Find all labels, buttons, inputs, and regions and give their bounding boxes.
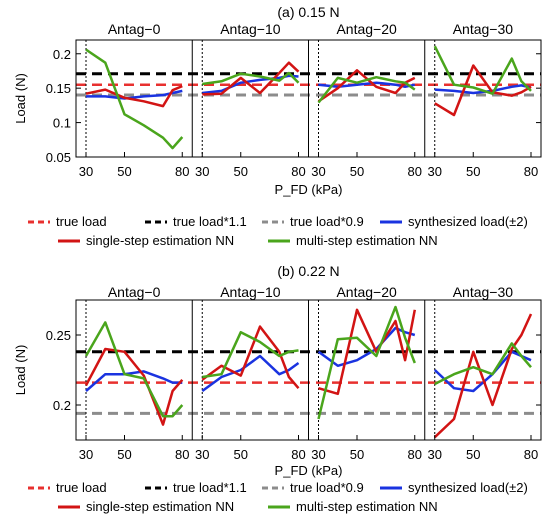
x-tick-label: 50	[350, 447, 364, 462]
panel-antag-20: Antag−20 30 50 80	[308, 21, 422, 179]
y-tick-label: 0.1	[53, 116, 71, 131]
panel-antag-10: Antag−10 30 50 80	[191, 284, 306, 462]
series-line-single	[85, 84, 183, 108]
x-tick-label: 30	[195, 164, 209, 179]
panel-antag-30: Antag−30 30 50 80	[424, 21, 538, 179]
panel-antag-20: Antag−20 30 50 80	[308, 284, 422, 462]
x-axis-label: P_FD (kPa)	[275, 463, 343, 478]
x-tick-label: 80	[408, 447, 422, 462]
x-tick-label: 80	[524, 164, 538, 179]
panel-label: Antag−30	[453, 284, 514, 300]
x-tick-label: 80	[175, 164, 189, 179]
panel-antag-30: Antag−30 30 50 80	[424, 284, 538, 462]
panel-label: Antag−10	[220, 284, 281, 300]
x-tick-label: 80	[524, 447, 538, 462]
plot-frame	[75, 299, 542, 441]
y-tick-label: 0.2	[53, 398, 71, 413]
x-tick-label: 30	[79, 164, 93, 179]
series-line-multi	[202, 71, 300, 86]
series-line-single	[202, 61, 300, 96]
series-line-synthesized	[201, 354, 300, 393]
series-line-multi	[433, 45, 532, 95]
chart-title: (b) 0.22 N	[277, 263, 339, 279]
legend-label-true-load-1-1: true load*1.1	[173, 214, 247, 229]
legend-label-true-load: true load	[56, 480, 107, 495]
legend-label-multi-step: multi-step estimation NN	[296, 233, 438, 248]
x-tick-label: 50	[350, 164, 364, 179]
x-tick-label: 30	[428, 447, 442, 462]
chart-a: (a) 0.15 N Load (N) 0.05 0.1 0.15 0.2 Antag−0 3…	[13, 4, 542, 248]
series-line-single	[318, 308, 417, 396]
series-line-multi	[434, 342, 532, 386]
series-line-synthesized	[85, 370, 183, 392]
x-tick-label: 50	[466, 164, 480, 179]
panel-antag-10: Antag−10 30 50 80	[191, 21, 306, 179]
x-tick-label: 80	[291, 164, 305, 179]
series-line-multi	[85, 48, 184, 150]
legend-label-synthesized: synthesized load(±2)	[408, 480, 528, 495]
legend-label-single-step: single-step estimation NN	[86, 233, 234, 248]
series-line-multi	[317, 75, 416, 104]
y-axis-label: Load (N)	[13, 345, 28, 396]
series-line-synthesized	[202, 74, 299, 95]
panel-label: Antag−0	[108, 284, 161, 300]
x-axis-label: P_FD (kPa)	[275, 182, 343, 197]
panel-antag-0: Antag−0 30 50 80	[79, 21, 190, 179]
series-line-single	[433, 313, 533, 439]
y-tick-label: 0.05	[46, 150, 71, 165]
x-tick-label: 30	[311, 164, 325, 179]
x-tick-label: 50	[234, 164, 248, 179]
legend-label-true-load-0-9: true load*0.9	[290, 480, 364, 495]
series-line-multi	[317, 305, 416, 420]
legend-label-true-load: true load	[56, 214, 107, 229]
panel-label: Antag−20	[336, 284, 397, 300]
y-tick-label: 0.25	[46, 328, 71, 343]
legend-label-synthesized: synthesized load(±2)	[408, 214, 528, 229]
panel-label: Antag−20	[336, 21, 397, 37]
panel-antag-0: Antag−0 30 50 80	[79, 284, 190, 462]
x-tick-label: 30	[311, 447, 325, 462]
series-line-multi	[202, 330, 299, 379]
legend-label-true-load-1-1: true load*1.1	[173, 480, 247, 495]
series-line-multi	[84, 321, 184, 418]
x-tick-label: 50	[466, 447, 480, 462]
legend-label-true-load-0-9: true load*0.9	[290, 214, 364, 229]
panel-label: Antag−30	[453, 21, 514, 37]
legend-label-single-step: single-step estimation NN	[86, 499, 234, 514]
chart-title: (a) 0.15 N	[277, 4, 339, 20]
x-tick-label: 30	[79, 447, 93, 462]
x-tick-label: 80	[291, 447, 305, 462]
x-tick-label: 80	[175, 447, 189, 462]
x-tick-label: 50	[117, 447, 131, 462]
x-tick-label: 30	[428, 164, 442, 179]
y-tick-label: 0.2	[53, 47, 71, 62]
x-tick-label: 30	[195, 447, 209, 462]
panel-label: Antag−10	[220, 21, 281, 37]
series-line-single	[84, 347, 184, 426]
x-tick-label: 50	[117, 164, 131, 179]
x-tick-label: 50	[234, 447, 248, 462]
legend-label-multi-step: multi-step estimation NN	[296, 499, 438, 514]
y-axis-label: Load (N)	[13, 73, 28, 124]
x-tick-label: 80	[408, 164, 422, 179]
y-tick-label: 0.15	[46, 81, 71, 96]
series-line-synthesized	[86, 89, 183, 100]
panel-label: Antag−0	[108, 21, 161, 37]
legend: true load true load*1.1 true load*0.9 synth…	[28, 480, 528, 514]
legend: true load true load*1.1 true load*0.9 synth…	[28, 214, 528, 248]
plot-frame	[75, 39, 542, 158]
series-line-single	[201, 325, 300, 390]
